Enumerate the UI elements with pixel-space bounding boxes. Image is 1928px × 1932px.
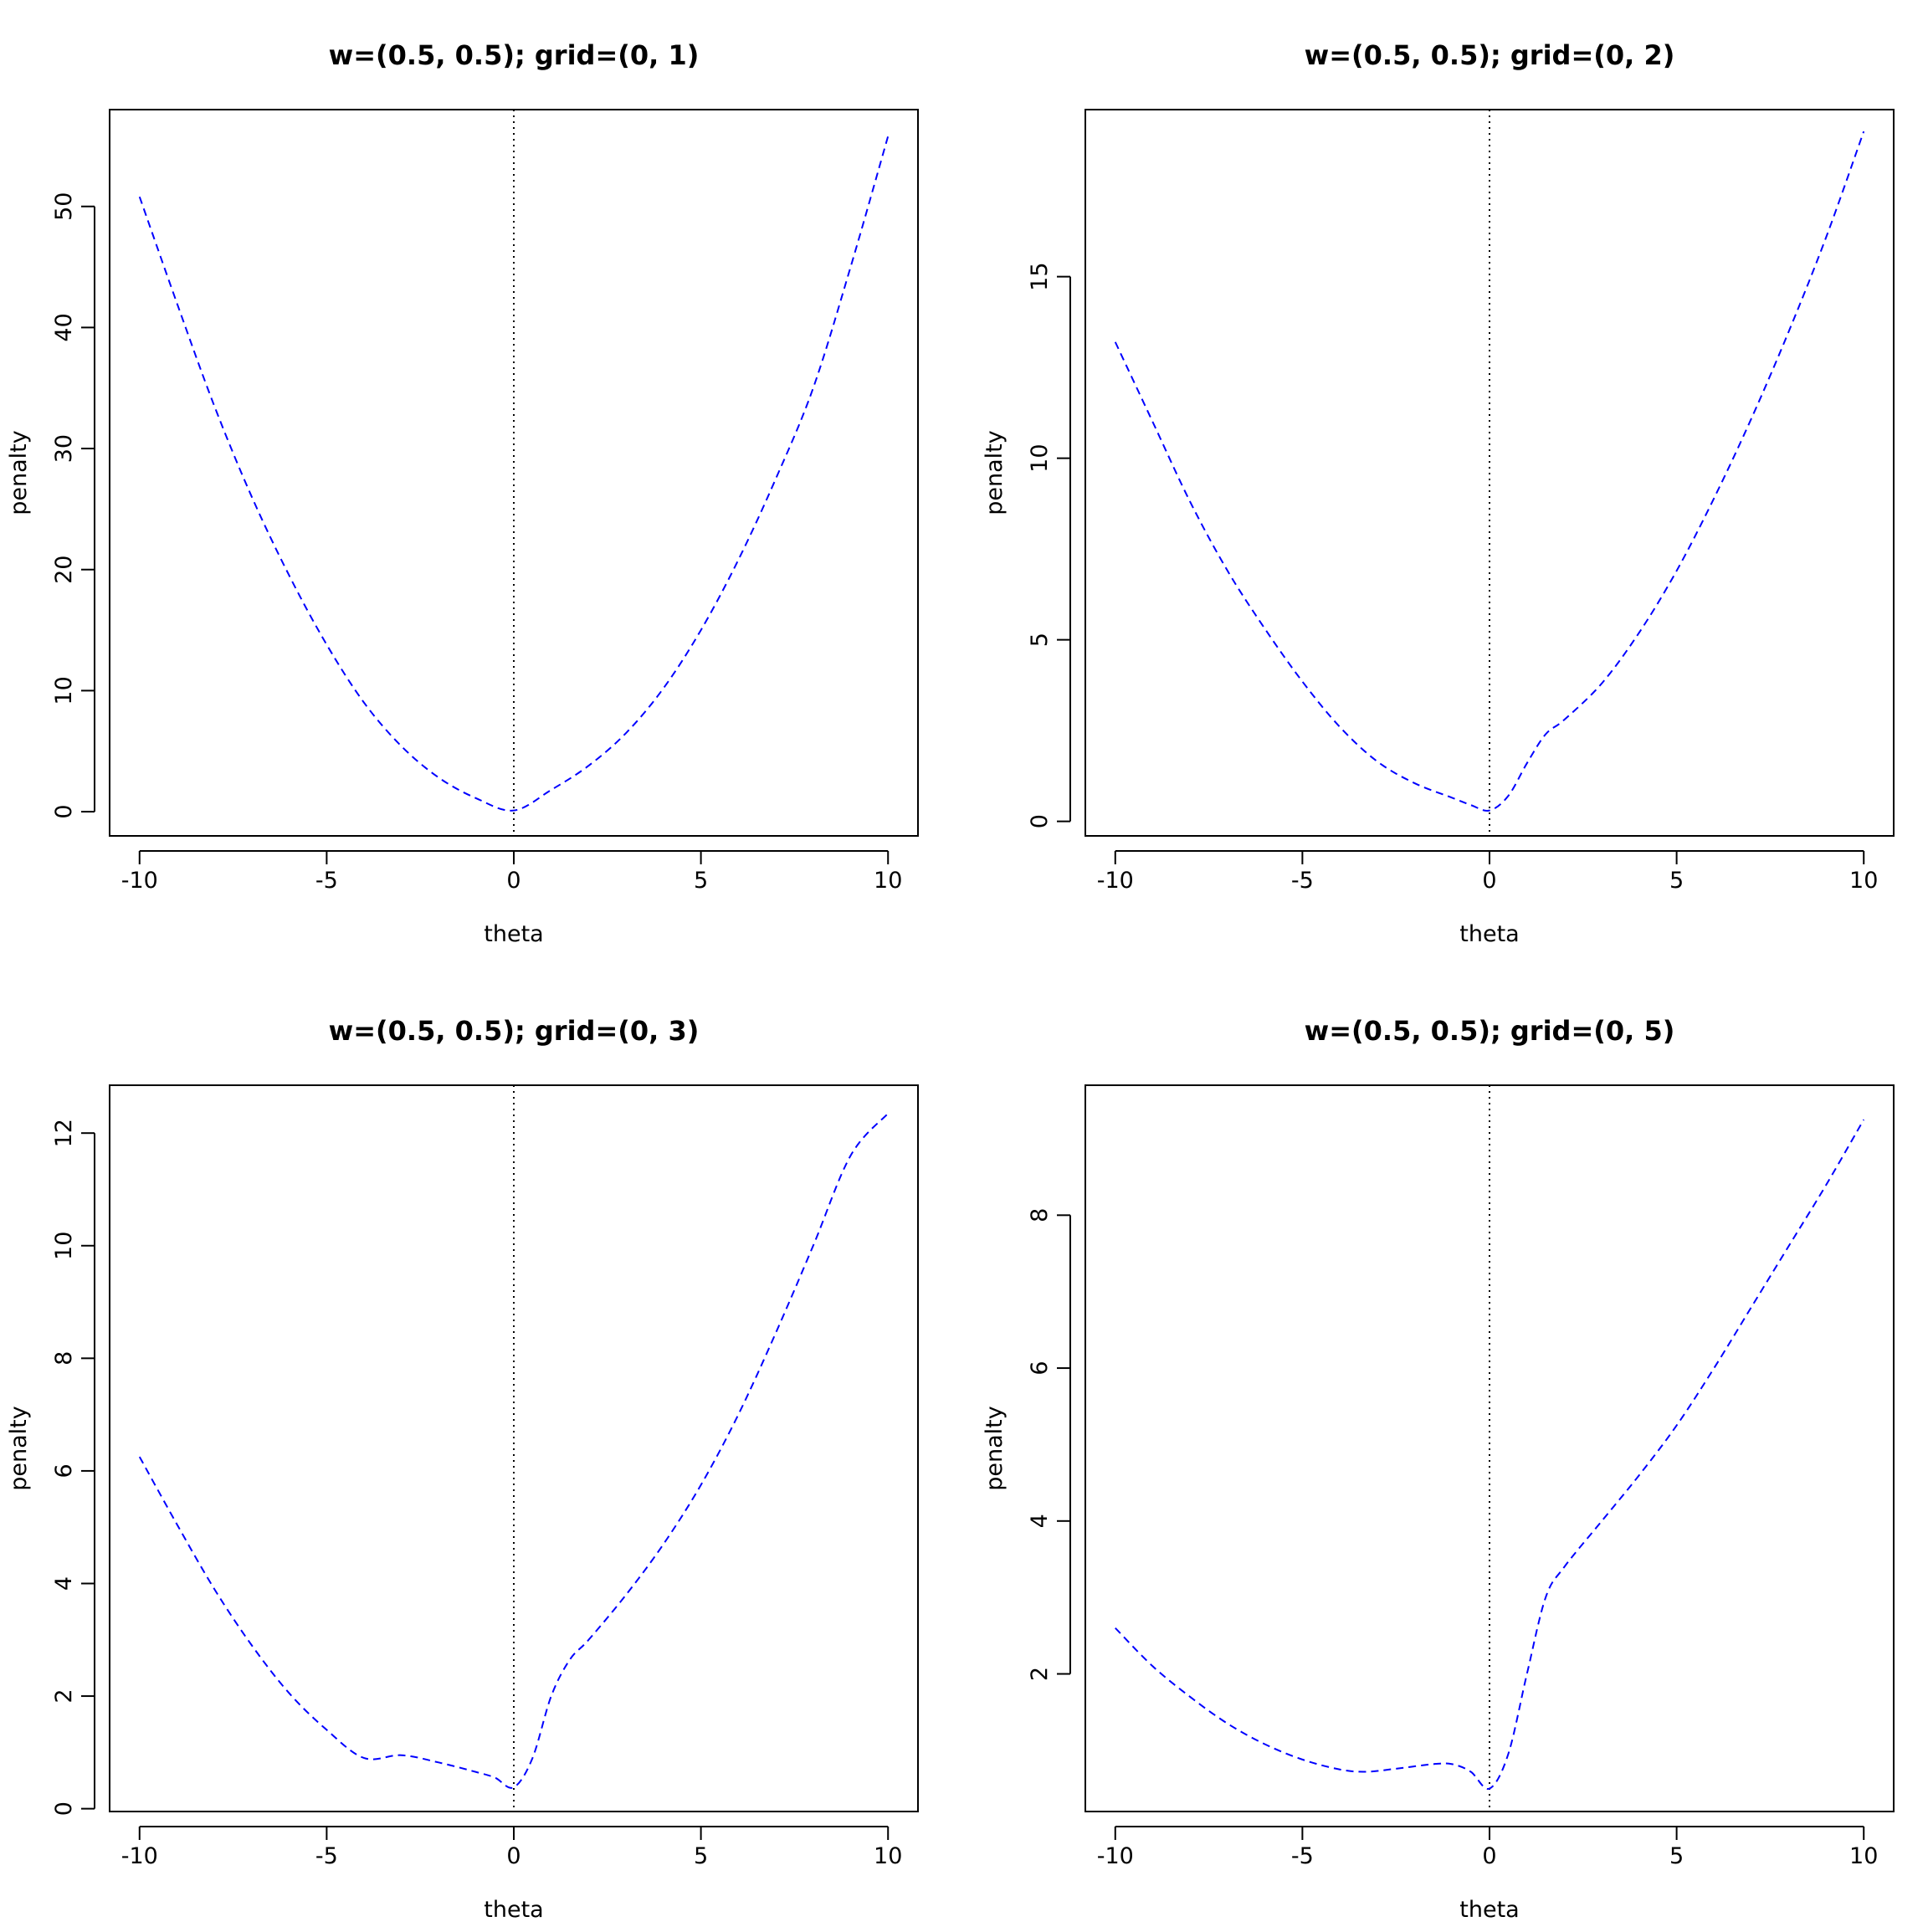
x-tick-label: 0 bbox=[1482, 1843, 1496, 1869]
x-axis-label: theta bbox=[484, 921, 543, 947]
penalty-series-line bbox=[1114, 131, 1865, 812]
y-tick-label: 30 bbox=[51, 434, 77, 463]
y-tick-label: 6 bbox=[1027, 1361, 1053, 1375]
x-tick-label: 10 bbox=[1849, 868, 1878, 894]
y-tick-label: 10 bbox=[51, 1232, 77, 1260]
x-tick-label: -5 bbox=[315, 1843, 338, 1869]
x-tick-label: -10 bbox=[121, 1843, 158, 1869]
y-tick-label: 12 bbox=[51, 1119, 77, 1147]
chart-panel-3: w=(0.5, 0.5); grid=(0, 3) -10 -5 0 5 10 0 2 4 6 8 1… bbox=[6, 1015, 919, 1923]
x-tick-label: 5 bbox=[1669, 1843, 1684, 1869]
penalty-series-line bbox=[138, 1112, 889, 1789]
x-tick-label: 0 bbox=[506, 868, 520, 894]
chart-title: w=(0.5, 0.5); grid=(0, 5) bbox=[1305, 1015, 1675, 1047]
y-tick-label: 6 bbox=[51, 1463, 77, 1478]
x-axis-label: theta bbox=[1459, 1897, 1519, 1923]
x-tick-label: 5 bbox=[1669, 868, 1684, 894]
y-tick-label: 5 bbox=[1027, 633, 1053, 647]
y-tick-label: 40 bbox=[51, 313, 77, 341]
x-tick-label: 10 bbox=[874, 868, 902, 894]
y-tick-label: 2 bbox=[51, 1689, 77, 1703]
chart-panel-1: w=(0.5, 0.5); grid=(0, 1) -10 -5 0 5 10 0 10 20 3… bbox=[6, 39, 919, 947]
penalty-series-line bbox=[1115, 1119, 1865, 1790]
x-tick-label: -10 bbox=[1097, 1843, 1134, 1869]
x-tick-label: 0 bbox=[1482, 868, 1496, 894]
y-tick-label: 50 bbox=[51, 192, 77, 221]
y-tick-label: 4 bbox=[1027, 1514, 1053, 1528]
x-tick-label: -5 bbox=[1291, 868, 1314, 894]
x-tick-label: 10 bbox=[1849, 1843, 1878, 1869]
x-axis-label: theta bbox=[1459, 921, 1519, 947]
x-tick-label: -5 bbox=[1291, 1843, 1314, 1869]
y-tick-label: 15 bbox=[1027, 262, 1053, 290]
chart-title: w=(0.5, 0.5); grid=(0, 1) bbox=[329, 39, 700, 71]
chart-title: w=(0.5, 0.5); grid=(0, 2) bbox=[1305, 39, 1675, 71]
y-tick-label: 20 bbox=[51, 556, 77, 584]
y-tick-label: 0 bbox=[51, 804, 77, 818]
y-axis-label: penalty bbox=[982, 430, 1008, 515]
y-tick-label: 8 bbox=[1027, 1208, 1053, 1222]
chart-panel-2: w=(0.5, 0.5); grid=(0, 2) -10 -5 0 5 10 0 5 10 15… bbox=[982, 39, 1895, 947]
y-tick-label: 8 bbox=[51, 1351, 77, 1366]
y-tick-label: 2 bbox=[1027, 1667, 1053, 1681]
x-tick-label: -10 bbox=[1097, 868, 1134, 894]
x-axis-label: theta bbox=[484, 1897, 543, 1923]
y-axis-label: penalty bbox=[982, 1406, 1008, 1490]
x-tick-label: 5 bbox=[694, 1843, 708, 1869]
x-tick-label: -10 bbox=[121, 868, 158, 894]
y-axis-label: penalty bbox=[6, 1406, 32, 1490]
y-axis-label: penalty bbox=[6, 430, 32, 515]
penalty-series-line bbox=[138, 136, 890, 812]
y-tick-label: 0 bbox=[1027, 814, 1053, 828]
x-tick-label: -5 bbox=[315, 868, 338, 894]
x-tick-label: 10 bbox=[874, 1843, 902, 1869]
y-tick-label: 4 bbox=[51, 1576, 77, 1591]
y-tick-label: 10 bbox=[1027, 443, 1053, 472]
chart-title: w=(0.5, 0.5); grid=(0, 3) bbox=[329, 1015, 700, 1047]
x-tick-label: 5 bbox=[694, 868, 708, 894]
chart-panel-4: w=(0.5, 0.5); grid=(0, 5) -10 -5 0 5 10 2 4 6 8 th… bbox=[982, 1015, 1895, 1923]
y-tick-label: 0 bbox=[51, 1801, 77, 1816]
y-tick-label: 10 bbox=[51, 676, 77, 705]
x-tick-label: 0 bbox=[506, 1843, 520, 1869]
